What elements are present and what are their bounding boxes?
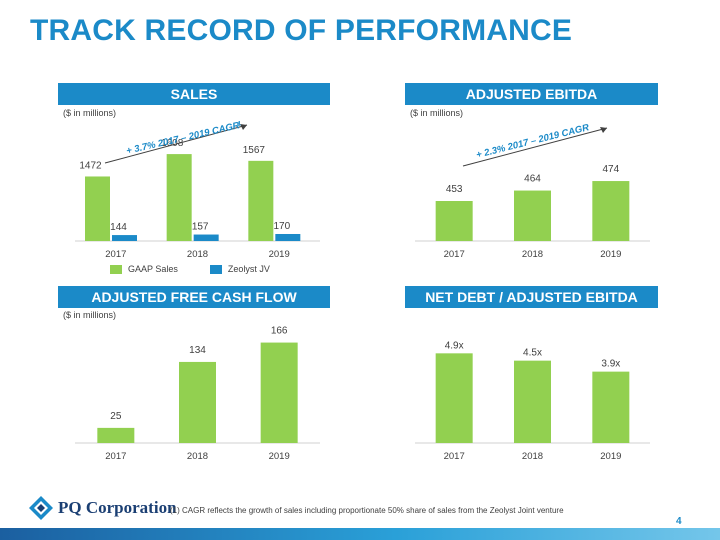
page-title: TRACK RECORD OF PERFORMANCE: [30, 14, 573, 47]
bar-2017: [435, 201, 473, 241]
pq-logo-icon: [29, 496, 53, 520]
tick-label-2019: 2019: [600, 249, 621, 260]
bar-2019: [260, 342, 298, 443]
bar-2019: [592, 371, 630, 443]
cagr-footnote-ref: 1: [237, 120, 242, 128]
data-label-2019: 166: [271, 326, 288, 337]
data-label-2018: 134: [189, 345, 206, 356]
debt-chart: 4.9x 2017 4.5x 2018 3.9x 2019: [415, 340, 650, 462]
tick-label-2018: 2018: [522, 451, 543, 462]
sales-units: ($ in millions): [63, 108, 117, 118]
sales-legend: GAAP Sales Zeolyst JV: [110, 264, 270, 274]
legend-label-gaap: GAAP Sales: [128, 264, 178, 274]
pq-logo: PQ Corporation: [28, 495, 177, 521]
tick-label-2018: 2018: [187, 249, 208, 260]
zeolyst-bar-2017: [112, 235, 137, 241]
data-label-2019: 3.9x: [601, 359, 620, 370]
tick-label-2017: 2017: [444, 451, 465, 462]
bar-2017: [435, 353, 473, 443]
fcf-units: ($ in millions): [63, 310, 117, 320]
tick-label-2018: 2018: [187, 451, 208, 462]
ebitda-units: ($ in millions): [410, 108, 464, 118]
data-label-2018: 4.5x: [523, 348, 542, 359]
legend-swatch-zeolyst: [209, 264, 222, 274]
zeolyst-bar-2018: [193, 234, 219, 241]
ebitda-chart: 453 2017 464 2018 474 2019 + 2.3% 2017 – 2019 …: [415, 122, 650, 260]
legend-swatch-gaap: [110, 264, 122, 274]
tick-label-2017: 2017: [105, 249, 126, 260]
legend-label-zeolyst: Zeolyst JV: [227, 264, 270, 274]
gaap-bar-2017: [85, 176, 110, 241]
tick-label-2017: 2017: [105, 451, 126, 462]
zeolyst-bar-2019: [275, 233, 301, 241]
data-label-2017: 4.9x: [445, 340, 464, 351]
cagr-arrow-line: [104, 124, 248, 164]
bar-2018: [514, 360, 551, 443]
gaap-bar-2018: [166, 154, 192, 241]
data-label-2017: 25: [110, 411, 122, 422]
gaap-label-2019: 1567: [243, 145, 266, 156]
bar-2017: [97, 427, 135, 443]
legend-item-zeolyst: Zeolyst JV: [209, 264, 270, 274]
tick-label-2018: 2018: [522, 249, 543, 260]
debt-header: NET DEBT / ADJUSTED EBITDA: [405, 286, 658, 308]
bar-2018: [514, 190, 551, 241]
tick-label-2019: 2019: [269, 249, 290, 260]
data-label-2018: 464: [524, 174, 541, 185]
cagr-annotation: + 2.3% 2017 – 2019 CAGR: [475, 122, 590, 161]
zeolyst-label-2018: 157: [192, 222, 209, 233]
tick-label-2019: 2019: [269, 451, 290, 462]
legend-item-gaap: GAAP Sales: [110, 264, 178, 274]
tick-label-2019: 2019: [600, 451, 621, 462]
gaap-bar-2019: [248, 160, 274, 241]
logo-text: PQ Corporation: [58, 498, 177, 517]
footnote: (1) CAGR reflects the growth of sales in…: [170, 506, 564, 515]
cagr-arrow-head: [600, 127, 607, 133]
gaap-label-2017: 1472: [79, 160, 102, 171]
zeolyst-label-2019: 170: [273, 221, 290, 232]
sales-header: SALES: [58, 83, 330, 105]
data-label-2017: 453: [446, 184, 463, 195]
cagr-annotation: + 3.7% 2017 – 2019 CAGR: [125, 120, 241, 157]
page-number: 4: [676, 516, 682, 527]
data-label-2019: 474: [602, 164, 619, 175]
sales-chart: 1472 144 2017 1608 157 2018 1567 170 2019 + 3.7% …: [75, 120, 320, 260]
bottom-band: [0, 528, 720, 540]
cagr-arrow-line: [462, 127, 608, 167]
cagr-arrow-head: [240, 124, 247, 130]
bar-2019: [592, 181, 630, 241]
ebitda-header: ADJUSTED EBITDA: [405, 83, 658, 105]
fcf-header: ADJUSTED FREE CASH FLOW: [58, 286, 330, 308]
gaap-label-2018: 1608: [161, 138, 184, 149]
fcf-chart: 25 2017 134 2018 166 2019: [75, 326, 320, 462]
bar-2018: [179, 361, 216, 443]
tick-label-2017: 2017: [444, 249, 465, 260]
zeolyst-label-2017: 144: [110, 222, 127, 233]
